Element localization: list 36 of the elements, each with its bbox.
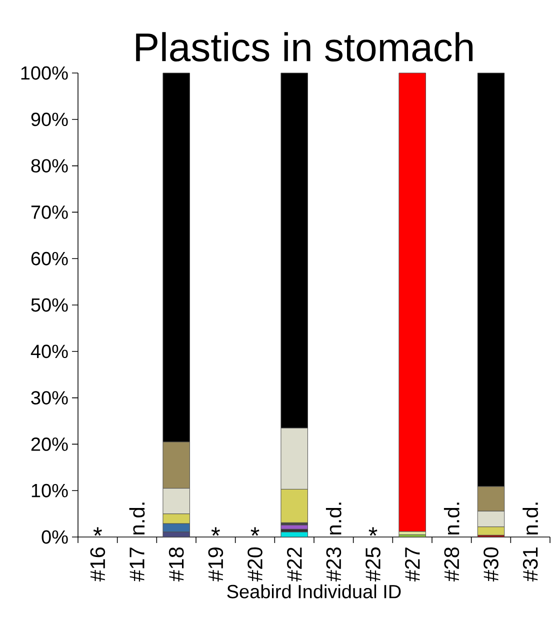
x-tick-label: #16 [90, 547, 106, 582]
x-tick-label: #23 [326, 547, 342, 582]
y-tick-label: 60% [31, 252, 68, 266]
chart-title: Plastics in stomach [136, 32, 473, 62]
annotation: n.d. [444, 502, 460, 534]
x-tick-label: #20 [248, 547, 262, 582]
annotation: n.d. [522, 502, 538, 534]
x-axis-title: Seabird Individual ID [227, 584, 401, 598]
y-tick-label: 40% [30, 344, 68, 358]
y-tick-label: 80% [31, 159, 68, 173]
bar [398, 534, 426, 538]
y-tick-label: 10% [32, 484, 68, 498]
annotation: * [211, 527, 220, 536]
x-tick-label: #22 [287, 548, 302, 582]
x-tick-label: #28 [444, 547, 460, 582]
x-tick-label: #30 [484, 547, 498, 582]
x-tick-label: #25 [366, 547, 380, 582]
annotation: n.d. [129, 502, 145, 534]
annotation: n.d. [326, 502, 342, 534]
x-tick-label: #18 [168, 547, 184, 582]
bar [280, 532, 308, 538]
annotation: * [250, 527, 260, 536]
y-tick-label: 90% [31, 112, 68, 126]
y-tick-label: 0% [42, 530, 68, 544]
x-tick-label: #31 [522, 548, 538, 582]
y-tick-label: 50% [31, 298, 68, 312]
annotation: * [93, 527, 102, 536]
bar [398, 72, 426, 532]
y-tick-label: 70% [31, 205, 68, 219]
annotation: * [368, 527, 378, 536]
x-tick-label: #17 [130, 548, 144, 582]
y-tick-label: 30% [31, 391, 68, 405]
y-tick-label: 100% [21, 66, 68, 80]
x-tick-label: #27 [405, 548, 420, 582]
y-tick-label: 20% [31, 437, 68, 451]
x-tick-label: #19 [208, 548, 224, 582]
